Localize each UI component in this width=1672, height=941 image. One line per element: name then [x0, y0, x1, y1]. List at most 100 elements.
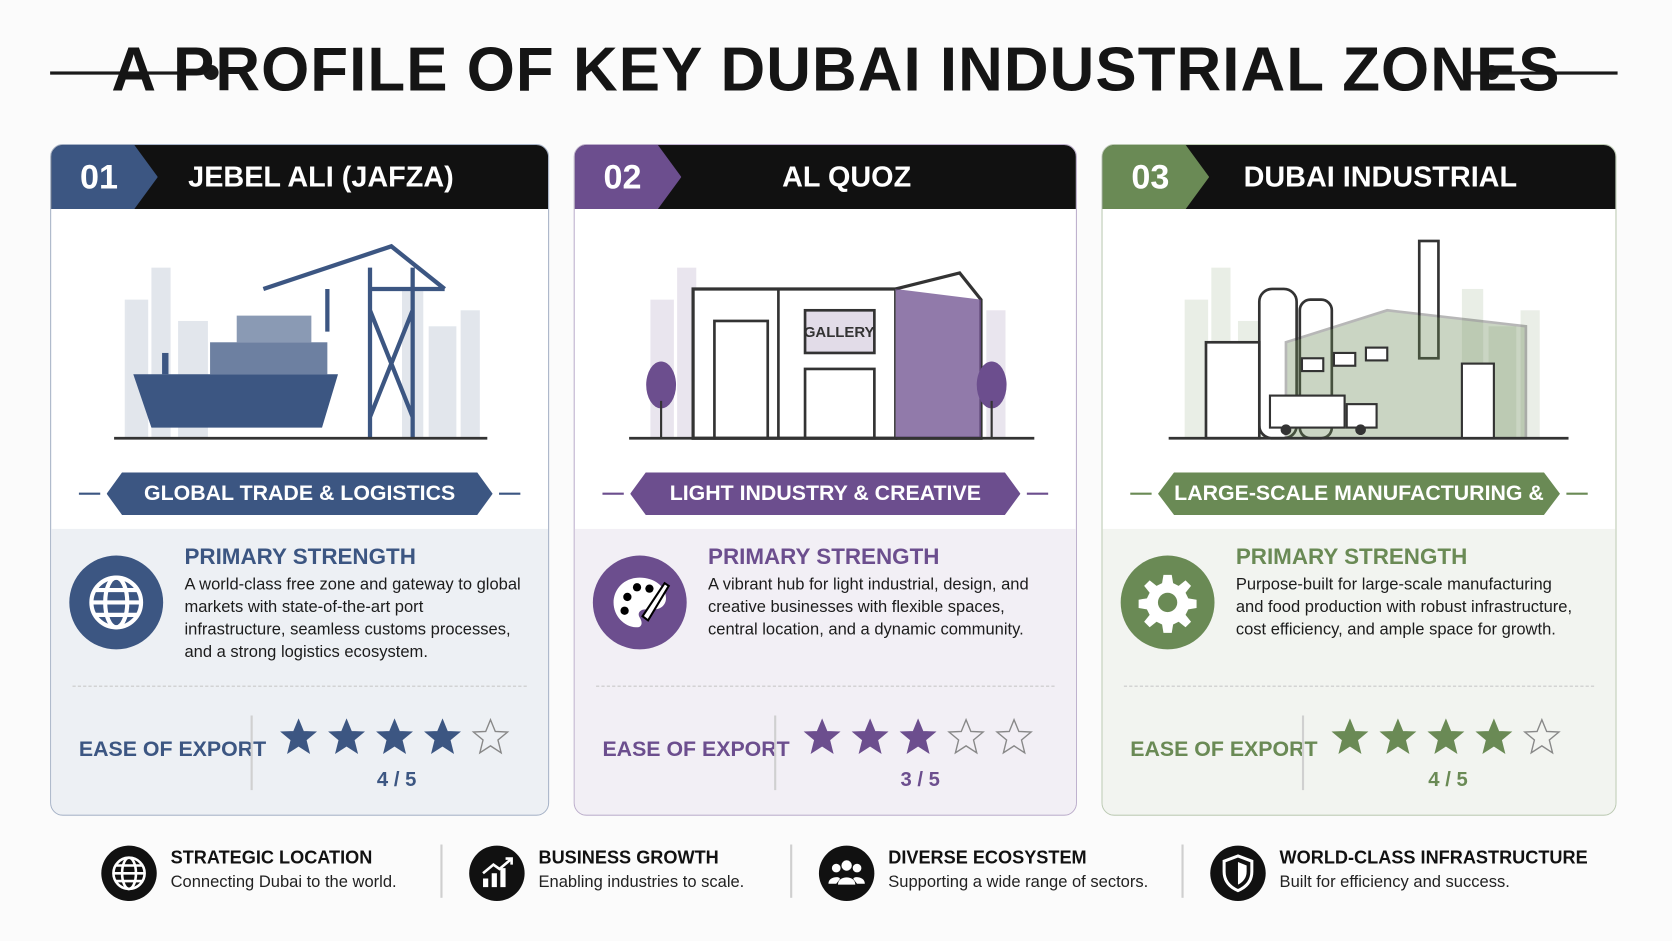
illustration-shape [852, 863, 862, 873]
illustration-shape [1237, 862, 1247, 885]
illustration-shape [262, 243, 446, 439]
illustration-shape [1417, 239, 1440, 360]
illustration-shape [828, 877, 865, 885]
illustration-shape [124, 299, 149, 439]
rating-label: 3 / 5 [900, 768, 940, 792]
star-rating [280, 717, 510, 755]
feature-title: BUSINESS GROWTH [538, 847, 719, 868]
illustration-shape [236, 315, 312, 343]
dashed-divider [596, 685, 1055, 687]
feature-title: STRATEGIC LOCATION [170, 847, 373, 868]
zone-number: 02 [574, 145, 682, 209]
card-header: 01 JEBEL ALI (JAFZA) [51, 145, 549, 209]
illustration-shape [1280, 424, 1366, 436]
rating-divider [1301, 715, 1304, 791]
star-filled [1427, 718, 1465, 754]
feature-text: Connecting Dubai to the world. [170, 873, 397, 892]
strength-icon [69, 555, 164, 650]
illustration-shape [620, 606, 629, 615]
feature-icon [469, 845, 525, 902]
rating-divider [250, 715, 253, 791]
illustration-shape [828, 860, 865, 885]
feature-divider [790, 844, 792, 898]
illustration-shape [114, 243, 488, 440]
illustration-shape [623, 592, 632, 602]
star-filled [280, 718, 318, 754]
zone-number: 01 [51, 145, 158, 209]
illustration-shape [505, 857, 513, 865]
star-filled [803, 718, 841, 754]
star-filled [1379, 718, 1417, 754]
illustration-shape [1332, 351, 1356, 367]
illustration-shape [831, 863, 841, 873]
star-filled [1475, 718, 1513, 754]
rating-title: EASE OF EXPORT [602, 737, 790, 762]
illustration-shape [112, 856, 146, 891]
illustration-shape [116, 864, 143, 883]
zone-name: JEBEL ALI (JAFZA) [188, 161, 454, 194]
illustration-shape [460, 310, 480, 439]
zone-tagline: LIGHT INDUSTRY & CREATIVE SPACES [630, 472, 1021, 516]
feature-icon [818, 845, 875, 902]
illustration-shape [1268, 346, 1495, 440]
ribbon-line [1026, 492, 1049, 495]
strength-title: PRIMARY STRENGTH [1235, 544, 1468, 570]
illustration-shape [262, 243, 446, 439]
illustration-shape [803, 308, 876, 355]
illustration-shape [841, 860, 852, 871]
ribbon-line [1130, 492, 1152, 495]
ribbon-line [499, 492, 521, 495]
title-dot [203, 65, 219, 80]
illustration-shape [613, 577, 671, 628]
illustration-shape [1222, 854, 1254, 893]
strength-title: PRIMARY STRENGTH [708, 544, 940, 570]
zone-number: 03 [1102, 145, 1210, 209]
illustration-shape [133, 374, 339, 428]
card-header: 03 DUBAI INDUSTRIAL CITY [1102, 145, 1616, 257]
feature-text: Built for efficiency and success. [1279, 873, 1510, 892]
illustration-shape [1157, 592, 1178, 613]
zone-card: 03 DUBAI INDUSTRIAL CITY LARGE-SCALE MANU… [1101, 143, 1617, 816]
illustration-shape [483, 868, 506, 888]
illustration-shape [133, 315, 339, 428]
illustration-shape [713, 288, 876, 440]
ribbon-line [602, 492, 624, 495]
illustration-shape [1520, 310, 1540, 439]
zone-tagline: GLOBAL TRADE & LOGISTICS [106, 472, 493, 516]
rating-title: EASE OF EXPORT [78, 737, 267, 762]
ribbon-line [1566, 492, 1588, 495]
feature-text: Enabling industries to scale. [538, 873, 745, 892]
star-rating [1331, 717, 1561, 755]
star-filled [424, 718, 461, 754]
illustration-shape [162, 352, 169, 375]
strength-text: Purpose-built for large-scale manufactur… [1235, 575, 1573, 639]
feature-divider [440, 844, 442, 898]
illustration-shape [1364, 346, 1388, 362]
feature-title: DIVERSE ECOSYSTEM [888, 847, 1087, 868]
rating-label: 4 / 5 [376, 768, 417, 792]
illustration-shape [1460, 362, 1495, 440]
illustration-shape [1222, 854, 1254, 893]
card-header: 02 AL QUOZ [574, 145, 1076, 209]
illustration-shape: GALLERY [629, 267, 1035, 440]
rating-label: 4 / 5 [1428, 768, 1468, 792]
zone-name: DUBAI INDUSTRIAL CITY [1243, 161, 1518, 257]
zone-name: AL QUOZ [782, 161, 912, 194]
star-filled [328, 718, 366, 754]
feature-text: Supporting a wide range of sectors. [888, 873, 1149, 892]
illustration-shape [976, 361, 1007, 409]
dashed-divider [1123, 685, 1595, 687]
star-empty [995, 717, 1033, 755]
star-rating [803, 717, 1033, 755]
star-empty [1522, 717, 1561, 755]
rating-divider [774, 715, 776, 791]
illustration-shape [482, 858, 512, 875]
rating-title: EASE OF EXPORT [1130, 737, 1318, 762]
illustration-shape [1345, 403, 1378, 429]
title-rule [1462, 71, 1618, 75]
strength-icon [1120, 555, 1215, 650]
illustration-shape [482, 857, 513, 888]
star-empty [947, 717, 985, 755]
